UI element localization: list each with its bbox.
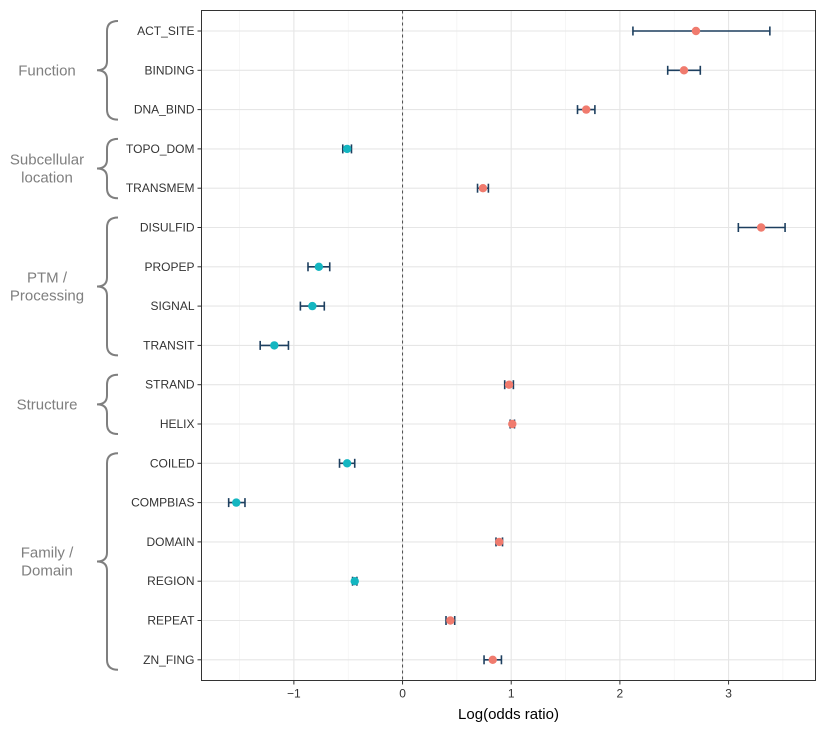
axes: −1 0 1 2 3 ACT_SITE BINDING DNA_BIND TOPO_DOM TRA…	[126, 24, 732, 701]
point-signal	[308, 301, 317, 311]
point-region	[350, 577, 359, 586]
point-disulfid	[756, 223, 766, 232]
x-axis-title: Log(odds ratio)	[458, 706, 559, 723]
y-tick-label: DISULFID	[140, 221, 195, 235]
x-tick-label: 1	[508, 687, 515, 701]
y-tick-label: COMPBIAS	[131, 496, 194, 510]
point-transmem	[478, 184, 488, 193]
x-tick-label: −1	[287, 687, 301, 701]
point-zn_fing	[488, 655, 497, 664]
group-bracket	[96, 20, 119, 121]
point-act_site	[691, 26, 701, 36]
group-label: Subcellular location	[10, 152, 84, 187]
y-tick-label: SIGNAL	[150, 299, 194, 313]
point-dna_bind	[582, 105, 591, 114]
group-bracket	[96, 137, 119, 200]
group-label: PTM / Processing	[10, 269, 84, 304]
data-marks	[227, 26, 786, 665]
point-binding	[679, 66, 689, 75]
group-label: Function	[18, 62, 76, 79]
point-repeat	[446, 616, 455, 625]
point-propep	[314, 262, 324, 271]
x-tick-label: 2	[617, 687, 624, 701]
group-bracket	[96, 216, 119, 357]
x-tick-label: 0	[399, 687, 406, 701]
group-bracket	[96, 373, 119, 435]
y-tick-label: STRAND	[145, 378, 195, 392]
point-domain	[495, 537, 504, 547]
y-tick-label: DNA_BIND	[134, 103, 195, 117]
group-brackets: Function Subcellular location PTM / Processi…	[10, 20, 119, 671]
point-strand	[504, 380, 514, 389]
y-tick-label: HELIX	[160, 417, 195, 431]
point-transit	[270, 341, 279, 350]
y-tick-label: BINDING	[144, 63, 194, 77]
y-tick-label: DOMAIN	[147, 535, 195, 549]
y-tick-label: ACT_SITE	[137, 24, 194, 38]
x-tick-label: 3	[725, 687, 732, 701]
y-tick-label: COILED	[150, 456, 195, 470]
group-label: Structure	[17, 396, 78, 413]
y-tick-label: ZN_FING	[143, 653, 194, 667]
y-tick-label: TRANSIT	[143, 338, 195, 352]
group-bracket	[96, 452, 119, 671]
point-compbias	[232, 498, 241, 507]
y-tick-label: TOPO_DOM	[126, 142, 194, 156]
point-coiled	[342, 459, 352, 468]
gridlines	[201, 10, 816, 681]
point-helix	[508, 419, 517, 429]
y-tick-label: REPEAT	[147, 614, 195, 628]
y-tick-label: TRANSMEM	[126, 181, 195, 195]
point-topo_dom	[342, 144, 352, 154]
group-label: Family / Domain	[21, 545, 74, 580]
y-tick-label: PROPEP	[144, 260, 194, 274]
y-tick-label: REGION	[147, 574, 194, 588]
